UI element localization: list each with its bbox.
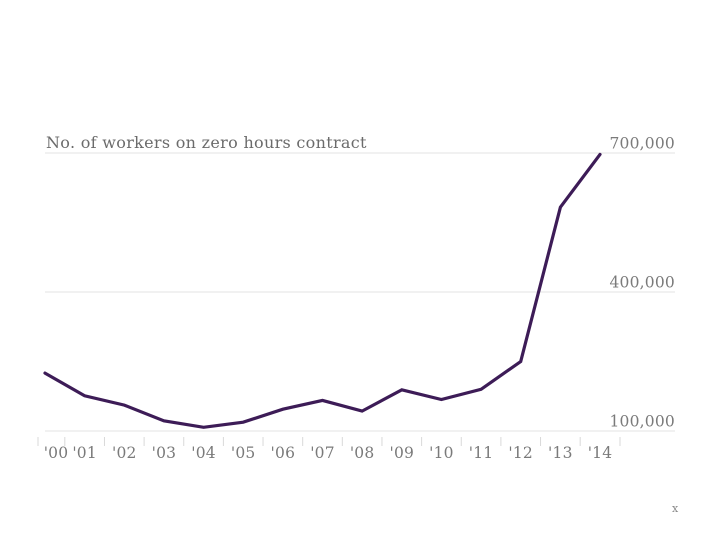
gridlines bbox=[45, 152, 675, 432]
x-axis-label: '06 bbox=[271, 444, 296, 462]
y-axis-label: 400,000 bbox=[610, 274, 676, 292]
x-axis-label: '12 bbox=[508, 444, 533, 462]
x-axis-label: '02 bbox=[112, 444, 137, 462]
x-axis-label: '01 bbox=[72, 444, 97, 462]
x-axis-label: '04 bbox=[191, 444, 216, 462]
x-axis-label: '03 bbox=[152, 444, 177, 462]
x-axis-label: '05 bbox=[231, 444, 256, 462]
x-axis-label: '14 bbox=[588, 444, 613, 462]
x-axis-label: '07 bbox=[310, 444, 335, 462]
y-axis-label: 100,000 bbox=[610, 413, 676, 431]
x-axis-label: '00 bbox=[44, 444, 69, 462]
x-axis-label: '10 bbox=[429, 444, 454, 462]
y-axis-label: 700,000 bbox=[610, 135, 676, 153]
x-axis-label: '13 bbox=[548, 444, 573, 462]
x-axis-labels: '00'01 '02 '03 '04 '05 '06 '07 '08 '09 '10 '11 '12 '… bbox=[44, 444, 613, 462]
data-line bbox=[43, 152, 602, 429]
x-axis-label: '11 bbox=[469, 444, 494, 462]
x-axis-label: '09 bbox=[389, 444, 414, 462]
x-axis-label: '08 bbox=[350, 444, 375, 462]
y-axis-labels: 700,000 400,000 100,000 bbox=[610, 135, 676, 431]
watermark-x: x bbox=[672, 502, 679, 515]
x-axis-ticks bbox=[37, 437, 621, 446]
chart-title: No. of workers on zero hours contract bbox=[46, 133, 367, 152]
